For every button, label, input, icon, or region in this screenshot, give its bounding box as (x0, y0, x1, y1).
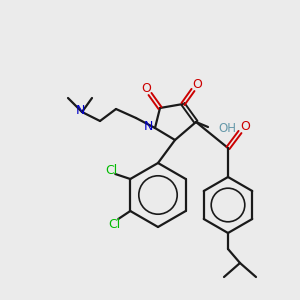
Text: O: O (141, 82, 151, 94)
Text: N: N (143, 121, 153, 134)
Text: O: O (192, 77, 202, 91)
Text: Cl: Cl (105, 164, 118, 178)
Text: Cl: Cl (108, 218, 121, 230)
Text: OH: OH (218, 122, 236, 134)
Text: N: N (75, 103, 85, 116)
Text: O: O (240, 119, 250, 133)
